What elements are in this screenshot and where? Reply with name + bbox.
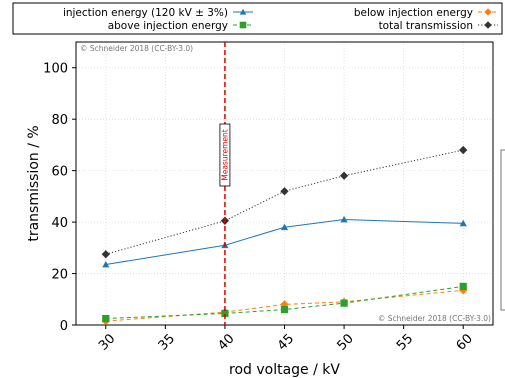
- series: [102, 215, 467, 268]
- data-point: [239, 8, 247, 15]
- x-tick-label: 35: [156, 331, 178, 353]
- data-point: [339, 171, 349, 180]
- y-tick-label: 80: [51, 113, 68, 128]
- copyright-bottom: © Schneider 2018 (CC-BY-3.0): [378, 314, 491, 323]
- data-point: [102, 260, 110, 268]
- data-point: [280, 187, 289, 196]
- data-point: [484, 8, 492, 16]
- data-point: [459, 282, 467, 291]
- data-point: [459, 219, 467, 227]
- y-tick-label: 0: [60, 319, 68, 334]
- axes: 0 20 40 60 80 100 30 35 40 45 50 55 60: [43, 62, 476, 354]
- data-point: [239, 21, 247, 29]
- data-point: [221, 309, 229, 318]
- data-point: [340, 299, 348, 307]
- data-point: [280, 223, 289, 231]
- data-point: [102, 314, 110, 323]
- x-tick-label: 55: [394, 331, 416, 353]
- measurement-label-box: [219, 123, 231, 187]
- y-tick-label: 100: [43, 62, 68, 77]
- y-axis-label: transmission / %: [26, 125, 42, 241]
- legend-label: above injection energy: [108, 20, 228, 32]
- x-tick-label: 60: [454, 331, 476, 353]
- y-tick-label: 20: [51, 268, 68, 283]
- x-tick-label: 45: [275, 331, 297, 353]
- series: [102, 282, 467, 323]
- series-layer: [101, 145, 468, 326]
- legend-frame: [12, 2, 503, 35]
- x-axis-label: rod voltage / kV: [229, 362, 340, 378]
- x-tick-label: 50: [334, 331, 356, 353]
- data-point: [101, 250, 110, 259]
- y-tick-label: 40: [51, 216, 68, 231]
- x-tick-label: 30: [96, 331, 118, 353]
- legend-label: below injection energy: [354, 7, 473, 19]
- copyright-top: © Schneider 2018 (CC-BY-3.0): [80, 44, 193, 53]
- grid: [76, 42, 493, 326]
- data-point: [280, 305, 289, 314]
- legend: injection energy (120 kV ± 3%)above inje…: [12, 2, 503, 35]
- annotations: Measurement © Schneider 2018 (CC-BY-3.0) ©…: [80, 42, 505, 325]
- legend-label: injection energy (120 kV ± 3%): [63, 7, 228, 19]
- measurement-label: Measurement: [220, 129, 229, 181]
- y-tick-label: 60: [51, 165, 68, 180]
- data-point: [340, 215, 348, 223]
- x-tick-label: 40: [215, 331, 237, 353]
- cropped-side-box: [500, 149, 505, 311]
- data-point: [484, 21, 492, 29]
- data-point: [459, 145, 468, 155]
- legend-label: total transmission: [379, 20, 473, 32]
